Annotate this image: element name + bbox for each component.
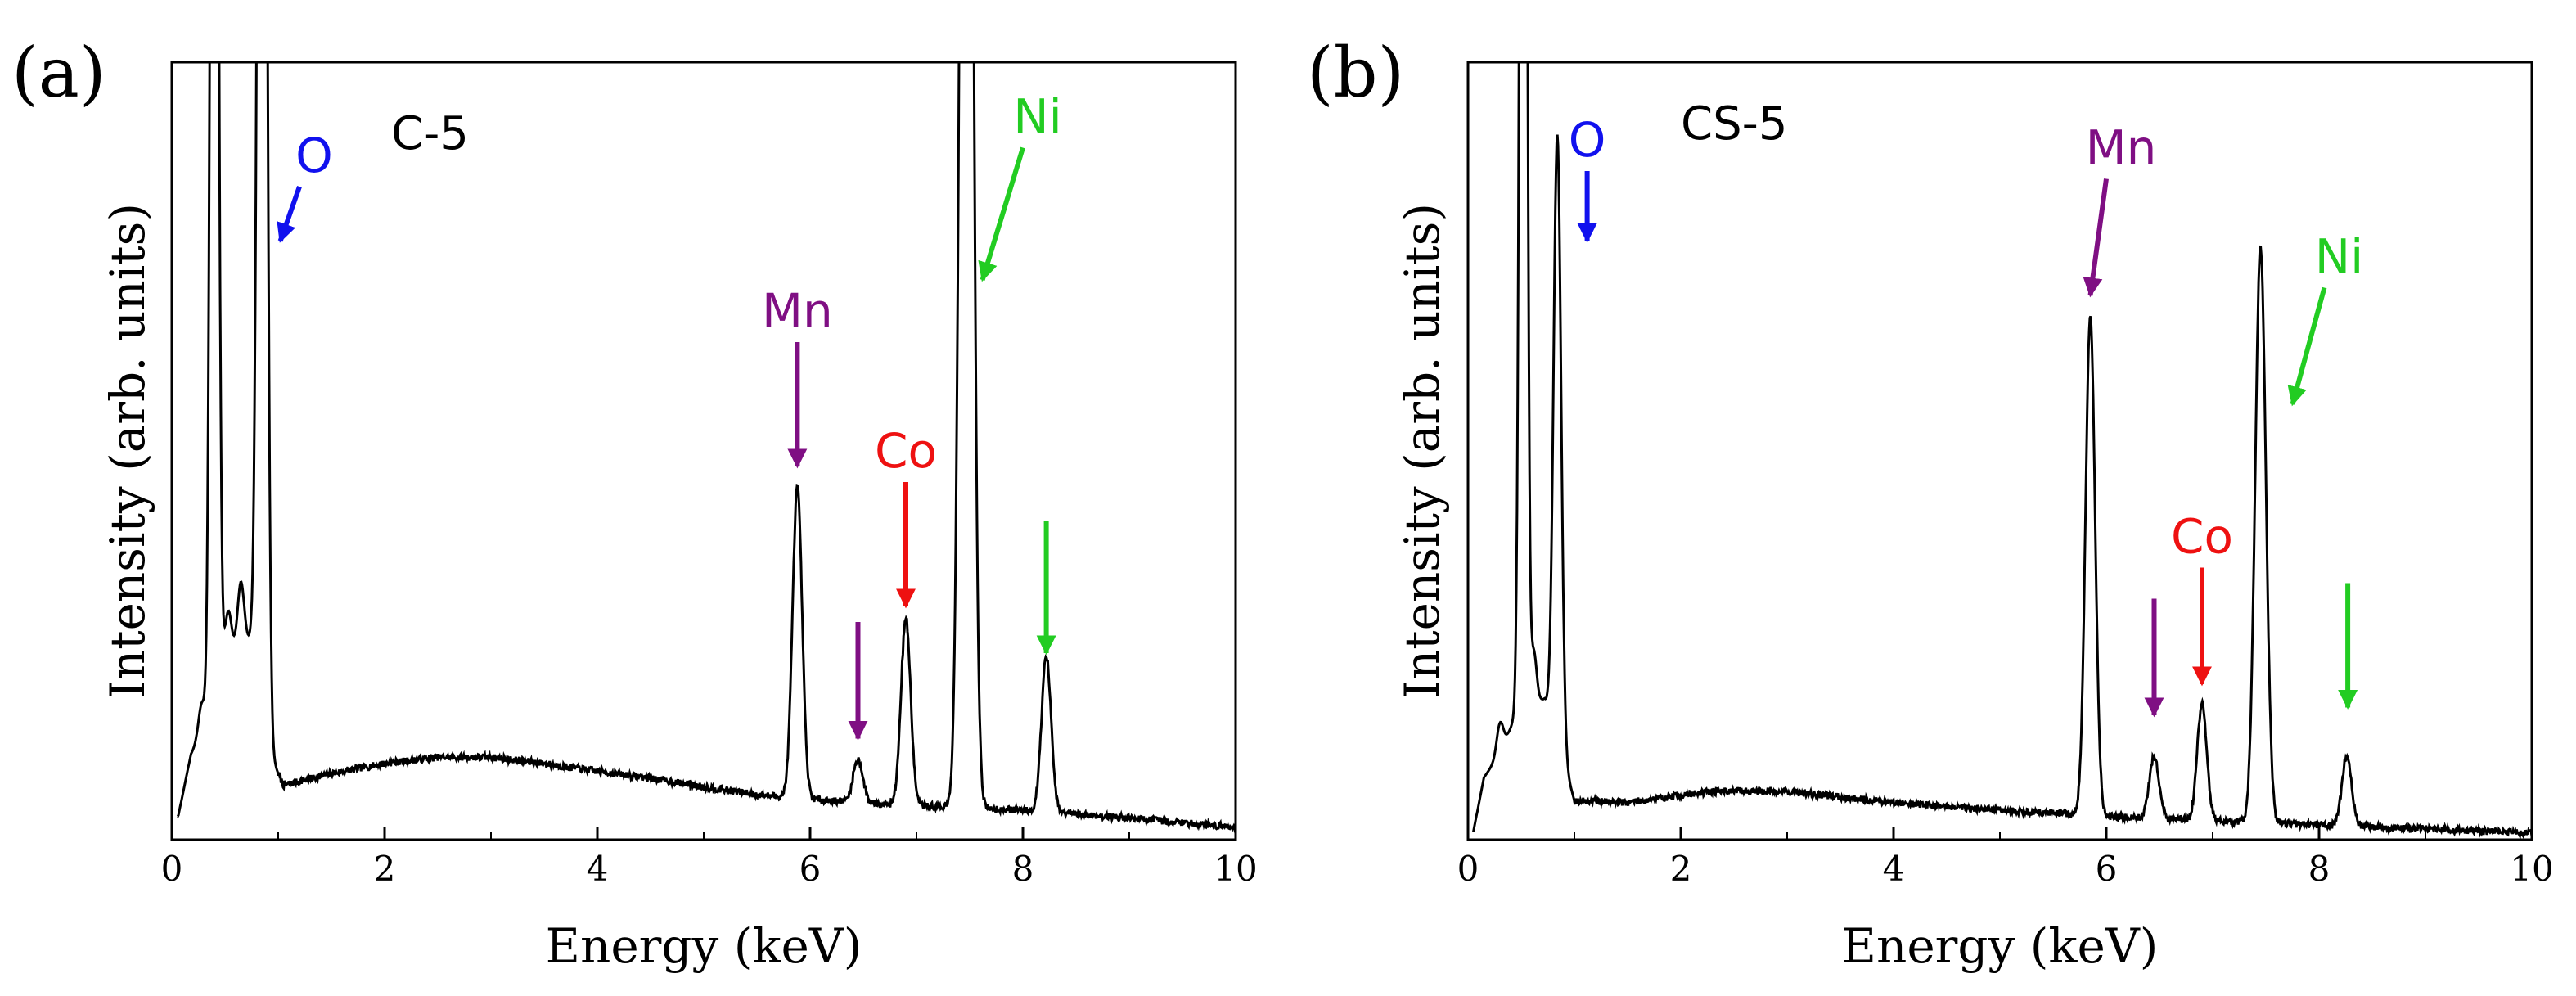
x-tick-label: 6 [799,849,822,889]
ni-label: Ni [2315,229,2364,285]
ni-arrow [2287,286,2327,407]
mn-label: Mn [2086,120,2157,176]
panel-a: (a) C-5 Energy (keV) Intensity (arb. uni… [11,33,1258,974]
sample-label-a: C-5 [391,107,469,160]
y-axis-label-a: Intensity (arb. units) [100,203,155,699]
plot-frame-a [170,61,1237,841]
x-tick-label: 6 [2096,849,2118,889]
x-tick-label: 10 [1214,849,1257,889]
x-tick-label: 8 [2308,849,2331,889]
panel-label-b: (b) [1307,33,1404,113]
o-arrow [277,186,302,243]
x-tick-label: 0 [1457,849,1479,889]
mn-label: Mn [762,283,833,339]
co-label: Co [2171,509,2233,565]
x-tick-label: 2 [1670,849,1692,889]
annotations-b: O Mn Co Ni [1569,112,2364,718]
sample-label-b: CS-5 [1681,97,1787,151]
mn-arrow [2083,178,2109,298]
x-axis-label-a: Energy (keV) [546,918,862,974]
panel-label-a: (a) [11,33,106,113]
panel-b: (b) CS-5 Energy (keV) Intensity (arb. un… [1307,33,2554,974]
o-label: O [1569,112,1606,168]
annotations-a: O Mn Co Ni [277,89,1062,741]
x-tick-label: 4 [1883,849,1905,889]
y-axis-label-b: Intensity (arb. units) [1394,203,1450,699]
x-tick-label: 10 [2510,849,2553,889]
ni-label: Ni [1013,89,1062,145]
x-ticks-a: 0 2 4 6 8 10 [161,827,1258,889]
x-axis-label-b: Energy (keV) [1842,918,2159,974]
plot-frame-b [1466,61,2533,841]
spectrum-line-a [176,62,1236,835]
x-tick-label: 8 [1012,849,1034,889]
spectrum-line-b [1472,62,2532,840]
o-label: O [295,128,333,183]
x-tick-label: 0 [161,849,183,889]
ni-arrow [978,146,1025,282]
x-tick-label: 2 [374,849,396,889]
x-tick-label: 4 [587,849,609,889]
x-ticks-b: 0 2 4 6 8 10 [1457,827,2554,889]
co-label: Co [875,423,937,479]
